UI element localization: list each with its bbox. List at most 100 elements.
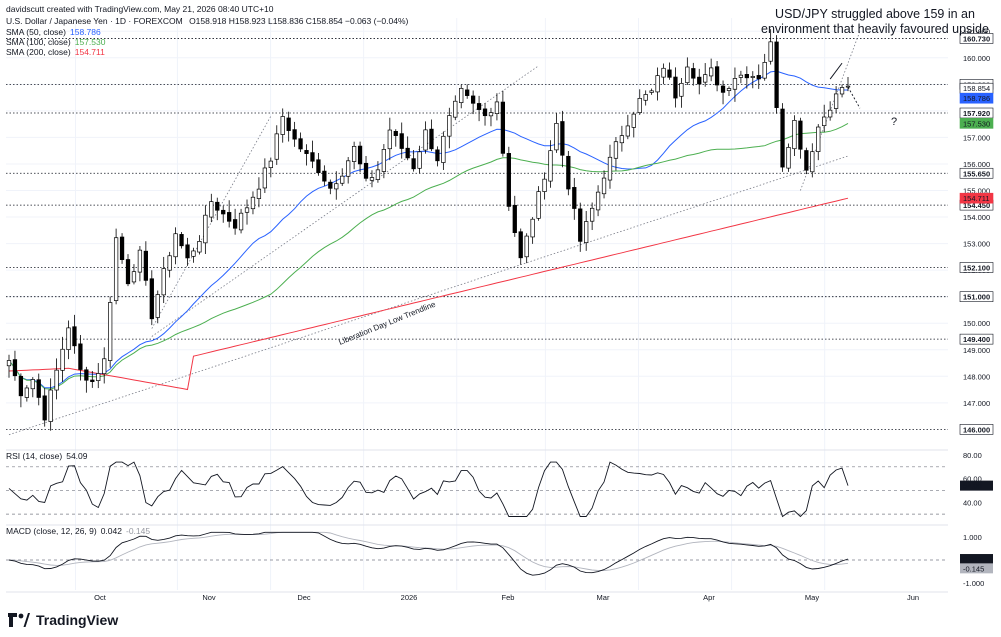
y-tick-label: 154.000 [963, 213, 990, 222]
sma50-legend[interactable]: SMA (50, close) 158.786 [6, 27, 101, 37]
candle [453, 95, 458, 121]
macd-tick-label: 1.000 [963, 533, 982, 542]
macd-line[interactable] [8, 531, 849, 576]
svg-text:149.400: 149.400 [963, 335, 990, 344]
close-tag[interactable]: 158.854 [959, 82, 994, 94]
candle [417, 145, 422, 174]
candle [792, 115, 797, 157]
trendline[interactable] [151, 65, 539, 337]
tradingview-logo[interactable]: TradingView [8, 612, 118, 628]
candle [774, 35, 779, 114]
level-tag[interactable]: 151.000 [959, 291, 994, 302]
candle [601, 170, 607, 199]
level-tag[interactable]: 152.100 [959, 262, 994, 273]
candle [215, 197, 220, 221]
candle [667, 62, 672, 80]
svg-text:155.650: 155.650 [963, 169, 990, 178]
candle [113, 228, 119, 305]
level-tag[interactable]: 160.730 [959, 33, 994, 44]
chart-annotation: USD/JPY struggled above 159 in an enviro… [761, 7, 989, 36]
candle [637, 89, 642, 115]
candle [30, 377, 35, 398]
candle [185, 237, 190, 266]
svg-text:157.530: 157.530 [963, 119, 990, 128]
candle [744, 66, 749, 89]
macd-legend[interactable]: MACD (close, 12, 26, 9) 0.042 -0.145 [6, 526, 151, 536]
candle [340, 168, 345, 186]
candle [48, 378, 53, 431]
rsi-legend[interactable]: RSI (14, close) 54.09 [6, 451, 88, 461]
price-axis[interactable]: 161.000160.000159.000158.000157.000156.0… [948, 0, 1001, 600]
candle [6, 354, 12, 378]
candle [227, 200, 232, 228]
ohlc-values: O158.918 H158.923 L158.836 C158.854 −0.0… [189, 16, 409, 26]
signal-line[interactable] [8, 531, 849, 571]
candle [714, 60, 720, 92]
candle [119, 233, 125, 264]
candle [536, 186, 541, 221]
sma100-tag[interactable]: 157.530 [959, 118, 994, 129]
sma200-tag[interactable]: 154.711 [959, 192, 994, 204]
candle [280, 108, 285, 143]
sma100-line[interactable] [8, 122, 849, 390]
candle [387, 117, 392, 161]
candle [292, 121, 297, 147]
svg-text:158.786: 158.786 [963, 94, 990, 103]
sma50-tag[interactable]: 158.786 [959, 92, 994, 104]
candle [810, 143, 815, 178]
candle [346, 157, 351, 184]
candle [786, 143, 791, 172]
candle [96, 363, 101, 389]
candle [256, 177, 262, 208]
liberation-day-trendline[interactable] [8, 155, 849, 436]
candle [334, 171, 339, 200]
sma50-line[interactable] [8, 70, 848, 389]
candle [369, 170, 375, 188]
candle [238, 208, 244, 234]
candle [24, 385, 29, 402]
y-tick-label: 160.000 [963, 54, 990, 63]
annotation-arrow [829, 62, 843, 80]
candle [274, 125, 279, 165]
candle [500, 90, 506, 157]
svg-text:160.730: 160.730 [963, 34, 990, 43]
candle [845, 77, 851, 92]
svg-text:151.000: 151.000 [963, 293, 990, 302]
rsi-value-tag[interactable]: 54.09 [960, 480, 993, 491]
level-tag[interactable]: 149.400 [959, 333, 994, 345]
sma200-line[interactable] [8, 197, 849, 391]
sma200-legend[interactable]: SMA (200, close) 154.711 [6, 47, 105, 57]
candle [566, 150, 571, 196]
candle [560, 110, 565, 168]
level-tag[interactable]: 146.000 [959, 424, 994, 435]
y-tick-label: 161.000 [963, 27, 990, 36]
time-axis[interactable]: Oct Nov Dec 2026 Feb Mar Apr May Jun [6, 591, 948, 602]
level-tag[interactable]: 155.650 [959, 167, 994, 179]
candle [18, 373, 24, 408]
sma100-legend[interactable]: SMA (100, close) 157.530 [6, 37, 106, 47]
candle [584, 210, 589, 251]
y-tick-label: 153.000 [963, 240, 990, 249]
candle [697, 68, 702, 95]
level-tag[interactable]: 157.920 [959, 107, 994, 119]
rsi-line[interactable] [8, 461, 849, 518]
candle [179, 231, 184, 249]
candle [399, 122, 404, 159]
candle [221, 205, 226, 223]
candle [506, 146, 511, 211]
candle [512, 195, 517, 237]
candle [756, 64, 761, 89]
candle [709, 58, 714, 82]
candle [423, 121, 428, 154]
candle [768, 29, 773, 65]
signal-value-tag[interactable]: -0.145 [960, 563, 993, 574]
candle [619, 125, 625, 152]
candle [286, 111, 291, 142]
candle [798, 117, 803, 159]
candle [661, 63, 666, 85]
x-tick-label: Feb [502, 593, 515, 602]
candle [411, 150, 416, 172]
x-tick-label: Mar [597, 593, 610, 602]
macd-value-tag[interactable]: 0.042 [960, 554, 993, 565]
candle [625, 114, 630, 140]
